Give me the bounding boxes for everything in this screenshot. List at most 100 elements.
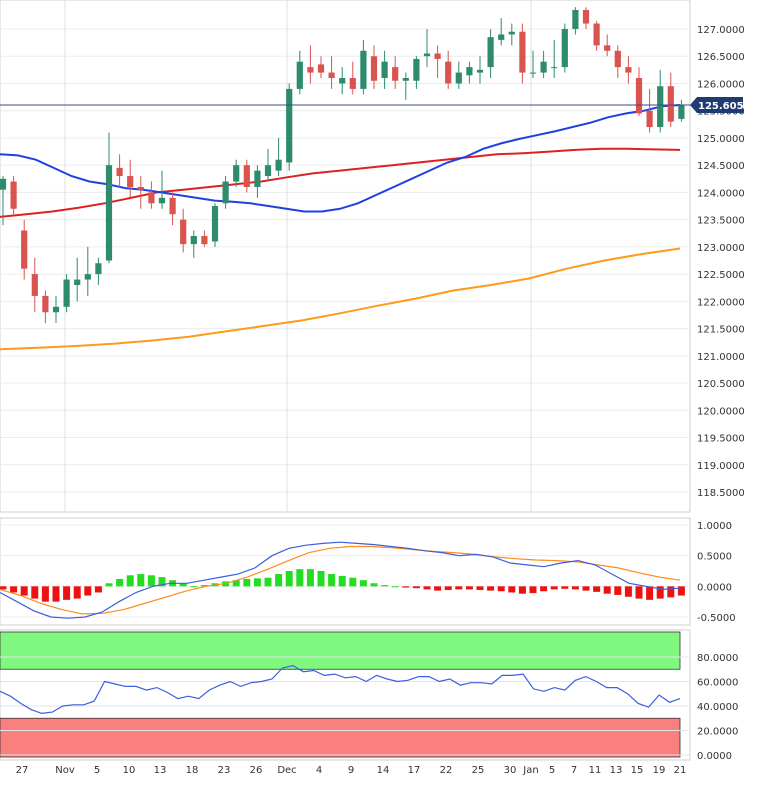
macd-grid: [0, 524, 690, 618]
candle-body: [434, 53, 441, 59]
macd-histogram-bar: [444, 586, 452, 591]
candle-body: [392, 67, 399, 81]
macd-tick-label: 0.5000: [697, 552, 732, 563]
macd-histogram-bar: [20, 586, 28, 596]
candle-body: [84, 274, 91, 280]
macd-histogram-bar: [105, 583, 113, 587]
candle-body: [657, 86, 664, 128]
candle-body: [264, 165, 272, 177]
rsi-grid: [0, 656, 690, 756]
candle-body: [540, 61, 547, 73]
macd-histogram-bar: [264, 577, 272, 587]
candle-body: [614, 50, 621, 68]
x-tick-label: 22: [440, 765, 453, 776]
candle-body: [95, 263, 102, 275]
macd-histogram-bar: [582, 586, 590, 591]
price-tick-label: 121.0000: [697, 352, 745, 363]
rsi-zones: [0, 631, 681, 758]
rsi-line: [0, 664, 681, 715]
macd-histogram-bar: [487, 586, 495, 591]
price-tick-label: 124.5000: [697, 161, 745, 172]
macd-histogram-bar: [508, 586, 516, 593]
price-tick-label: 126.5000: [697, 52, 745, 63]
macd-histogram-bar: [412, 586, 420, 589]
candle-body: [233, 165, 240, 182]
macd-histogram-bar: [635, 586, 643, 599]
macd-histogram-bar: [667, 586, 675, 598]
candle-body: [180, 219, 187, 245]
macd-histogram: [0, 569, 685, 602]
macd-histogram-bar: [328, 574, 336, 587]
x-tick-label: 19: [653, 765, 666, 776]
macd-histogram-bar: [126, 575, 134, 587]
macd-histogram-bar: [381, 585, 389, 587]
candle-body: [519, 31, 526, 73]
macd-histogram-bar: [52, 586, 60, 602]
macd-y-axis: 1.0000 0.5000 0.0000 -0.5000: [697, 521, 736, 624]
macd-histogram-bar: [84, 586, 92, 596]
candle-body: [487, 37, 494, 68]
candle-body: [201, 235, 208, 245]
last-price-label: 125.6050: [698, 101, 751, 112]
x-tick-label: 4: [316, 765, 322, 776]
macd-histogram-bar: [476, 586, 484, 591]
x-tick-label: 13: [610, 765, 623, 776]
macd-histogram-bar: [603, 586, 611, 594]
rsi-tick-label: 20.0000: [697, 727, 738, 738]
macd-histogram-bar: [646, 586, 654, 600]
candle-body: [498, 34, 505, 40]
macd-histogram-bar: [677, 586, 685, 596]
ma-blue-line: [0, 104, 681, 213]
candle-body: [286, 88, 293, 163]
macd-lines: [0, 541, 681, 619]
macd-histogram-bar: [232, 580, 240, 587]
price-tick-label: 124.0000: [697, 188, 745, 199]
candle-body: [105, 165, 113, 261]
candlesticks: [0, 7, 685, 324]
macd-histogram-bar: [275, 574, 283, 587]
rsi-overbought-zone: [0, 631, 681, 670]
candle-body: [349, 78, 356, 89]
candle-body: [625, 67, 632, 73]
x-tick-label: 15: [631, 765, 644, 776]
macd-histogram-bar: [190, 586, 198, 588]
candle-body: [243, 165, 250, 187]
rsi-tick-label: 0.0000: [697, 751, 732, 762]
macd-histogram-bar: [349, 577, 357, 587]
candle-body: [127, 176, 134, 187]
macd-histogram-bar: [359, 580, 367, 587]
candle-body: [10, 181, 17, 209]
price-tick-label: 120.5000: [697, 379, 745, 390]
candle-body: [561, 29, 568, 68]
macd-histogram-bar: [179, 583, 187, 587]
macd-histogram-bar: [116, 578, 124, 587]
candle-body: [370, 56, 378, 81]
candle-body: [423, 53, 431, 57]
x-tick-label: 11: [589, 765, 602, 776]
x-tick-label: 13: [154, 765, 167, 776]
x-tick-label: 25: [472, 765, 485, 776]
ma-orange-line: [0, 247, 681, 351]
rsi-tick-label: 60.0000: [697, 678, 738, 689]
candle-body: [211, 206, 219, 242]
macd-histogram-bar: [306, 569, 314, 587]
rsi-line-path: [0, 664, 681, 715]
x-tick-label: 30: [504, 765, 517, 776]
macd-signal-line: [0, 545, 681, 615]
x-tick-label: 5: [549, 765, 555, 776]
macd-histogram-bar: [147, 575, 155, 587]
candle-body: [52, 306, 60, 313]
macd-line: [0, 541, 681, 619]
candle-body: [254, 170, 261, 187]
moving-averages: [0, 104, 681, 351]
macd-histogram-bar: [137, 574, 145, 587]
candle-body: [63, 279, 70, 307]
price-grid: [0, 0, 690, 512]
candle-body: [339, 78, 346, 84]
x-tick-label: 7: [571, 765, 577, 776]
candle-body: [222, 181, 229, 204]
x-tick-label: 27: [16, 765, 29, 776]
rsi-oversold-zone: [0, 717, 681, 758]
macd-tick-label: 0.0000: [697, 582, 732, 593]
macd-tick-label: -0.5000: [697, 613, 736, 624]
